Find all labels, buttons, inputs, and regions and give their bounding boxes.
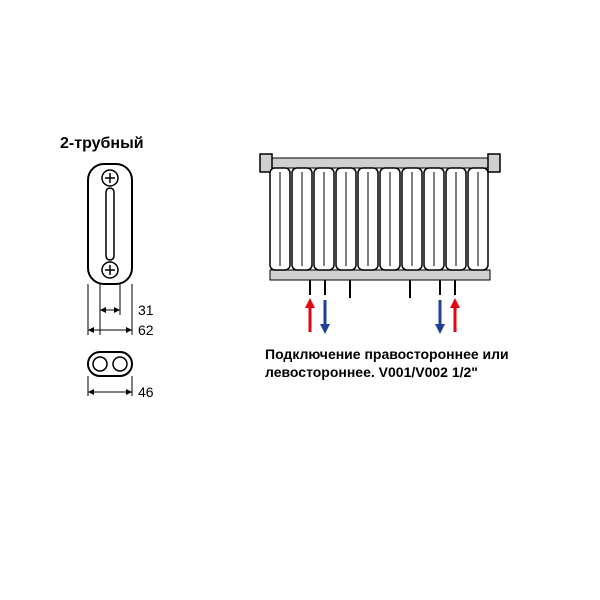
arrow-left-blue-down bbox=[320, 300, 330, 334]
arrow-right-blue-down bbox=[435, 300, 445, 334]
radiator-view bbox=[250, 140, 550, 350]
caption-line-1: Подключение правостороннее или bbox=[265, 346, 509, 362]
dim-62: 62 bbox=[138, 322, 154, 338]
caption-line-2: левостороннее. V001/V002 1/2" bbox=[265, 364, 478, 380]
arrow-right-red-up bbox=[450, 298, 460, 332]
arrow-left-red-up bbox=[305, 298, 315, 332]
title-label: 2-трубный bbox=[60, 135, 144, 153]
diagram-container: 2-трубный 31 62 bbox=[0, 0, 600, 600]
connection-caption: Подключение правостороннее или левосторо… bbox=[265, 345, 575, 381]
dim-31: 31 bbox=[138, 302, 154, 318]
dim-46: 46 bbox=[138, 384, 154, 400]
